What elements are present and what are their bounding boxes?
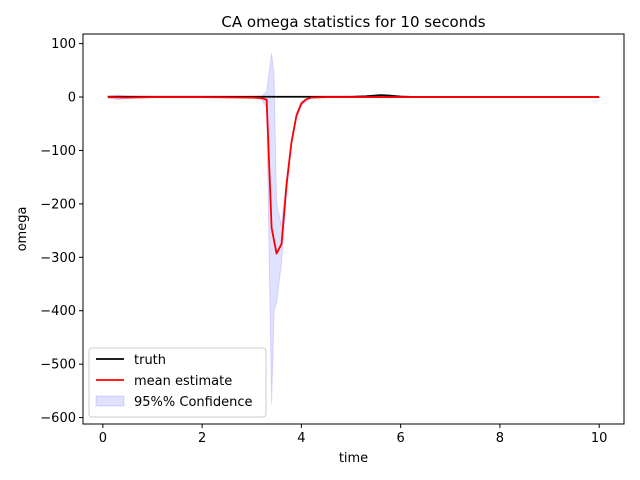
legend-mean-estimate-label: mean estimate xyxy=(134,374,232,389)
y-axis-label: omega xyxy=(15,207,30,252)
x-axis: 0 2 4 6 8 10 xyxy=(99,424,608,446)
legend-confidence-label: 95%% Confidence xyxy=(134,395,252,410)
x-tick-label: 6 xyxy=(397,431,405,446)
y-tick-label: −600 xyxy=(40,411,76,426)
x-tick-label: 0 xyxy=(99,431,107,446)
x-tick-label: 4 xyxy=(297,431,305,446)
legend-confidence-swatch xyxy=(95,395,125,407)
y-tick-label: −400 xyxy=(40,304,76,319)
y-tick-label: −300 xyxy=(40,251,76,266)
y-tick-label: 0 xyxy=(68,91,76,106)
y-tick-label: −500 xyxy=(40,358,76,373)
legend: truth mean estimate 95%% Confidence xyxy=(88,347,267,418)
y-tick-label: 100 xyxy=(51,37,76,52)
x-tick-label: 10 xyxy=(591,431,608,446)
y-axis: 100 0 −100 −200 −300 −400 −500 −600 xyxy=(40,37,83,426)
y-tick-label: −200 xyxy=(40,197,76,212)
plot-area xyxy=(107,53,600,405)
x-tick-label: 8 xyxy=(496,431,504,446)
x-axis-label: time xyxy=(339,451,368,466)
legend-box xyxy=(88,347,267,418)
y-tick-label: −100 xyxy=(40,144,76,159)
x-tick-label: 2 xyxy=(198,431,206,446)
axes-frame xyxy=(82,33,625,425)
mean-estimate-line xyxy=(107,96,600,255)
legend-truth-label: truth xyxy=(134,353,166,368)
chart-title: CA omega statistics for 10 seconds xyxy=(221,13,485,31)
